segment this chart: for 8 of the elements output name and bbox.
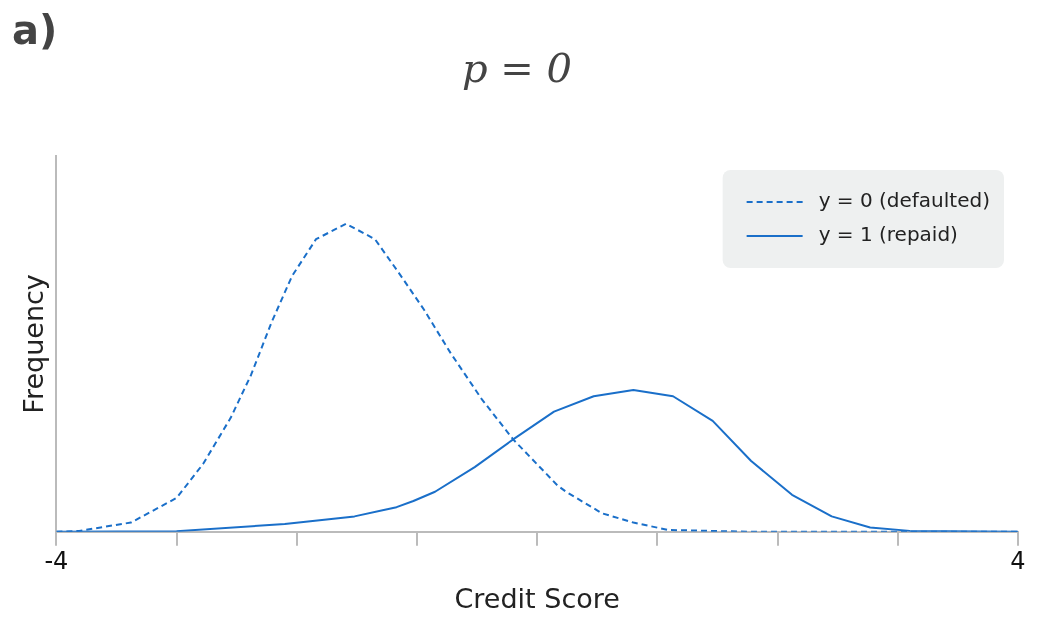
x-tick-label: -4 bbox=[44, 547, 69, 576]
legend-label: y = 0 (defaulted) bbox=[818, 188, 991, 213]
y-axis-title: Frequency bbox=[18, 274, 50, 414]
chart-title: p = 0 bbox=[462, 45, 572, 92]
text: a) bbox=[12, 7, 58, 54]
x-axis-title: Credit Score bbox=[454, 582, 620, 614]
legend-label: y = 1 (repaid) bbox=[818, 222, 958, 247]
x-tick-label: 4 bbox=[1010, 547, 1026, 576]
